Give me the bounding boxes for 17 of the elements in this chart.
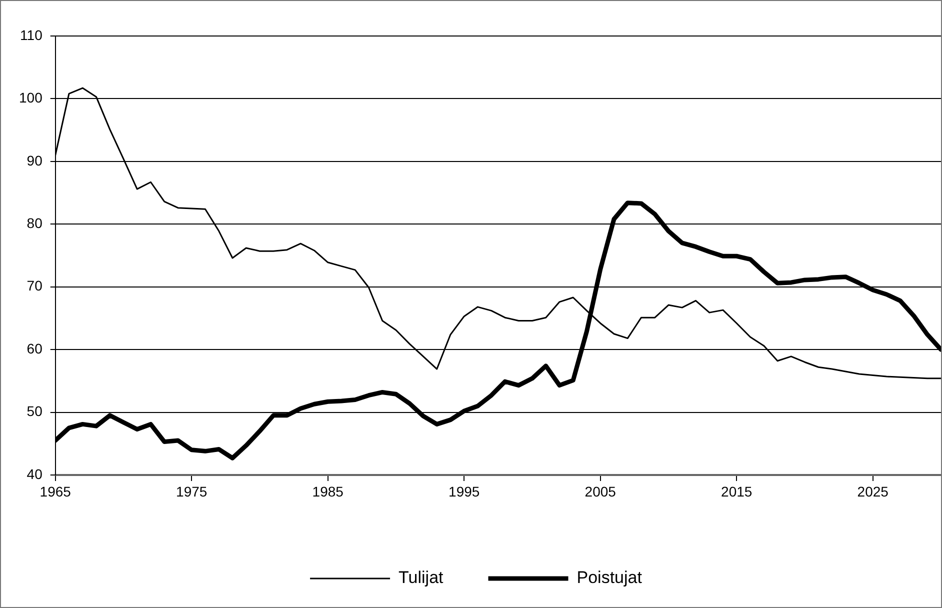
legend-label: Tulijat (398, 568, 444, 588)
x-tick-label: 2025 (857, 483, 889, 500)
y-tick-label: 70 (26, 278, 43, 294)
legend-label: Poistujat (576, 568, 642, 588)
y-tick-label: 100 (19, 90, 43, 106)
x-tick-label: 1965 (40, 483, 72, 500)
y-tick-label: 90 (26, 152, 43, 168)
y-tick-label: 40 (26, 466, 43, 482)
y-tick-label: 50 (26, 403, 43, 420)
x-tick-label: 2015 (721, 483, 752, 500)
x-tick-label: 1985 (312, 483, 344, 500)
x-tick-label: 1975 (176, 483, 208, 500)
y-tick-label: 60 (26, 340, 43, 356)
x-tick-label: 2005 (584, 483, 616, 500)
y-tick-label: 110 (20, 26, 43, 43)
x-tick-label: 1995 (448, 483, 480, 500)
y-tick-label: 80 (26, 215, 43, 231)
